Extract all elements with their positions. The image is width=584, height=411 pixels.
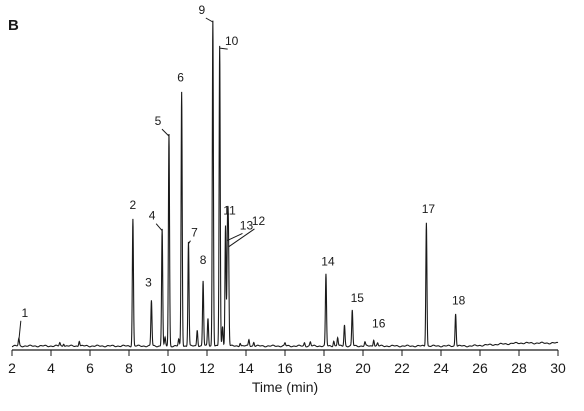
- peak-leader: [18, 320, 22, 341]
- peak-label-7: 7: [191, 226, 198, 240]
- x-tick-label: 24: [433, 360, 449, 376]
- peak-label-1: 1: [21, 306, 28, 320]
- trace-layer: [11, 20, 559, 348]
- peak-leader: [228, 228, 255, 248]
- peak-label-14: 14: [321, 254, 335, 268]
- peak-label-8: 8: [200, 253, 207, 267]
- peak-label-18: 18: [452, 293, 466, 307]
- peak-label-16: 16: [372, 316, 386, 330]
- x-tick-label: 12: [199, 360, 215, 376]
- chromatogram-trace: [11, 20, 559, 348]
- peak-label-2: 2: [130, 198, 137, 212]
- x-tick-label: 14: [238, 360, 254, 376]
- x-axis-label: Time (min): [252, 379, 318, 395]
- peak-label-6: 6: [177, 71, 184, 85]
- x-tick-label: 10: [160, 360, 176, 376]
- peak-leader: [161, 128, 170, 137]
- peak-leader: [188, 240, 191, 244]
- x-tick-label: 16: [277, 360, 293, 376]
- x-tick-label: 18: [316, 360, 332, 376]
- x-tick-label: 4: [47, 360, 55, 376]
- peak-leader: [219, 47, 228, 50]
- peak-label-12: 12: [252, 214, 266, 228]
- x-tick-label: 20: [355, 360, 371, 376]
- peak-label-13: 13: [240, 218, 254, 232]
- x-tick-label: 30: [550, 360, 566, 376]
- peak-leader: [227, 232, 243, 241]
- peak-label-17: 17: [422, 202, 436, 216]
- panel-label: B: [8, 17, 19, 34]
- peak-label-5: 5: [155, 114, 162, 128]
- x-tick-label: 8: [125, 360, 133, 376]
- peak-leader: [205, 17, 214, 23]
- peak-label-15: 15: [351, 291, 365, 305]
- peak-label-11: 11: [223, 203, 236, 217]
- peak-label-3: 3: [145, 275, 152, 289]
- x-tick-label: 28: [511, 360, 527, 376]
- x-tick-label: 26: [472, 360, 488, 376]
- peak-label-4: 4: [149, 209, 156, 223]
- x-tick-label: 6: [86, 360, 94, 376]
- peak-label-10: 10: [225, 34, 239, 48]
- peak-leader: [155, 223, 163, 231]
- peak-label-9: 9: [199, 3, 206, 17]
- x-tick-label: 2: [8, 360, 16, 376]
- x-tick-label: 22: [394, 360, 410, 376]
- x-axis-ticks: 2 4 6 8 10 12 14 16 18 20 22 24 26 28 30: [8, 350, 566, 376]
